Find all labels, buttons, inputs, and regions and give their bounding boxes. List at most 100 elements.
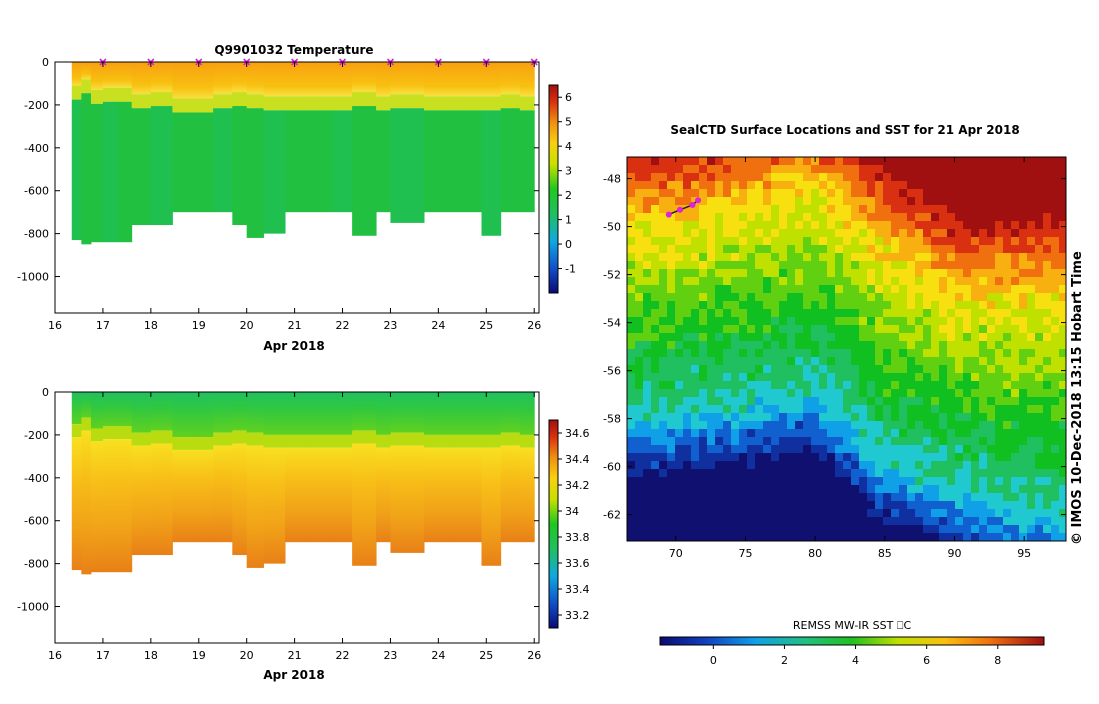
sst-cell	[739, 237, 747, 245]
sst-cell	[723, 253, 731, 261]
sst-cell	[691, 237, 699, 245]
sst-cell	[739, 533, 747, 541]
sst-cell	[1043, 341, 1051, 349]
sst-cell	[987, 189, 995, 197]
x-tick-label: 20	[240, 649, 254, 662]
sst-cell	[675, 197, 683, 205]
sst-cell	[947, 245, 955, 253]
sst-cell	[835, 509, 843, 517]
sst-cell	[851, 469, 859, 477]
x-tick-label: 23	[383, 319, 397, 332]
sst-cell	[739, 445, 747, 453]
sst-cell	[987, 245, 995, 253]
salinity-profile-upper	[117, 392, 133, 427]
sst-cell	[659, 421, 667, 429]
sst-cell	[939, 309, 947, 317]
sst-cell	[843, 173, 851, 181]
sst-cell	[747, 381, 755, 389]
sst-cell	[1003, 381, 1011, 389]
temperature-profile-lower	[131, 108, 152, 226]
sst-cell	[883, 317, 891, 325]
sst-cell	[691, 285, 699, 293]
sst-cell	[803, 461, 811, 469]
seal-track-line	[668, 199, 699, 216]
sst-cell	[763, 325, 771, 333]
sst-cell	[1035, 277, 1043, 285]
seal-location-marker	[689, 202, 696, 208]
sst-cell	[923, 533, 931, 541]
sst-cell	[723, 397, 731, 405]
y-tick-label: -1000	[17, 271, 49, 284]
sst-cell	[699, 517, 707, 525]
sst-cell	[875, 205, 883, 213]
sst-cell	[883, 181, 891, 189]
sst-cell	[1043, 389, 1051, 397]
sst-cell	[1011, 333, 1019, 341]
sst-cell	[867, 253, 875, 261]
sst-cell	[995, 485, 1003, 493]
sst-cell	[651, 373, 659, 381]
sst-cell	[963, 165, 971, 173]
seal-location-marker	[676, 206, 683, 213]
sst-cell	[675, 485, 683, 493]
sst-cell	[931, 501, 939, 509]
sst-cell	[899, 205, 907, 213]
sst-cell	[699, 469, 707, 477]
sst-cell	[651, 197, 659, 205]
sst-cell	[755, 253, 763, 261]
sst-cell	[827, 509, 835, 517]
map-y-tick-label: -50	[603, 221, 621, 234]
sst-cell	[963, 333, 971, 341]
sst-cell	[643, 493, 651, 501]
sst-cell	[1059, 317, 1066, 325]
sst-cell	[979, 277, 987, 285]
sst-cell	[835, 501, 843, 509]
sst-cell	[843, 493, 851, 501]
sst-cell	[683, 461, 691, 469]
sst-cell	[955, 261, 963, 269]
sst-cell	[843, 517, 851, 525]
sst-cell	[883, 525, 891, 533]
sst-cell	[867, 157, 875, 165]
sst-cell	[667, 485, 675, 493]
sst-cell	[643, 173, 651, 181]
sst-cell	[915, 229, 923, 237]
sst-cell	[851, 525, 859, 533]
sst-cell	[787, 213, 795, 221]
sst-cell	[1051, 373, 1059, 381]
sst-cell	[715, 389, 723, 397]
salinity-colorbar	[548, 419, 559, 629]
sst-cell	[707, 269, 715, 277]
sst-cell	[883, 189, 891, 197]
x-tick-label: 22	[336, 319, 350, 332]
sst-cell	[979, 405, 987, 413]
sst-cell	[755, 405, 763, 413]
sst-cell	[1003, 157, 1011, 165]
sst-cell	[707, 317, 715, 325]
sst-cell	[627, 413, 635, 421]
sst-cell	[995, 213, 1003, 221]
sst-cell	[995, 197, 1003, 205]
sst-cell	[835, 445, 843, 453]
sst-cell	[811, 461, 819, 469]
sst-cell	[995, 389, 1003, 397]
sst-cell	[979, 341, 987, 349]
sst-cell	[1035, 405, 1043, 413]
salinity-profile-transition	[500, 432, 521, 446]
sst-cell	[763, 181, 771, 189]
sst-cell	[971, 373, 979, 381]
sst-cell	[731, 245, 739, 253]
sst-cell	[987, 261, 995, 269]
sst-cell	[699, 173, 707, 181]
sst-cell	[979, 309, 987, 317]
sst-cell	[699, 389, 707, 397]
sst-cell	[947, 381, 955, 389]
sst-cell	[715, 453, 723, 461]
sst-cell	[1019, 173, 1027, 181]
sst-cell	[755, 293, 763, 301]
sst-cell	[1035, 357, 1043, 365]
sst-cell	[667, 381, 675, 389]
sst-cell	[1019, 429, 1027, 437]
sst-cell	[651, 261, 659, 269]
sst-cell	[659, 261, 667, 269]
